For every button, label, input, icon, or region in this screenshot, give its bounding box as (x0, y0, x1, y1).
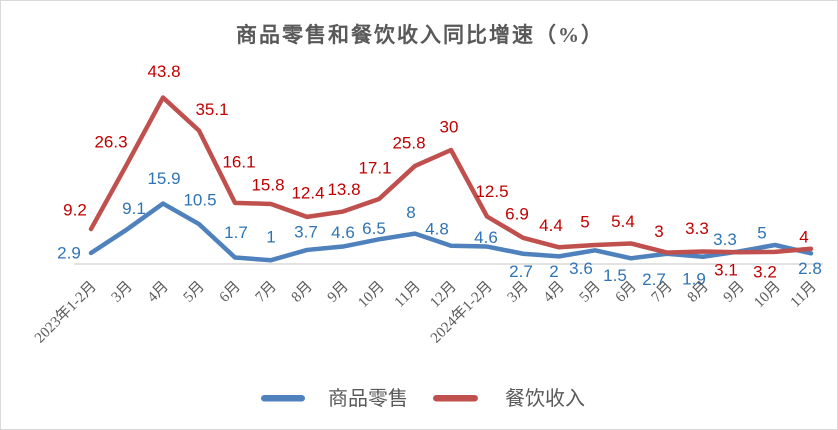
catering-data-label: 4 (799, 227, 808, 246)
catering-data-label: 13.8 (327, 180, 360, 199)
retail-data-label: 3.3 (713, 230, 737, 249)
catering-data-label: 3 (654, 222, 663, 241)
catering-data-label: 26.3 (94, 133, 127, 152)
x-axis-label: 2023年1-2月 (31, 278, 100, 347)
retail-data-label: 9.1 (122, 199, 146, 218)
x-axis-labels-layer: 2023年1-2月 3月 4月 5月 6月 7月 8月 9月 10月 11月 12月2024年1-2… (31, 278, 820, 347)
retail-data-label: 1 (266, 228, 275, 247)
catering-data-label: 5.4 (611, 212, 635, 231)
x-axis-label: 8月 (289, 279, 316, 306)
legend-label-retail: 商品零售 (328, 387, 408, 410)
retail-data-label: 3.6 (569, 259, 593, 278)
chart-title: 商品零售和餐饮收入同比增速（%） (236, 23, 604, 47)
catering-data-label: 9.2 (63, 201, 87, 220)
x-axis-label: 3月 (505, 279, 532, 306)
catering-data-label: 17.1 (358, 159, 391, 178)
catering-data-label: 25.8 (392, 133, 425, 152)
x-axis-label: 9月 (721, 279, 748, 306)
retail-data-label: 2.8 (798, 259, 822, 278)
retail-data-label: 2 (549, 262, 558, 281)
x-axis-label: 2024年1-2月 (427, 278, 496, 347)
legend-swatch-retail (261, 395, 305, 402)
retail-data-label: 1.9 (682, 269, 706, 288)
catering-data-label: 43.8 (147, 62, 180, 81)
legend-label-catering: 餐饮收入 (505, 387, 585, 410)
retail-data-label: 1.7 (224, 223, 248, 242)
catering-data-label: 3.2 (753, 262, 777, 281)
retail-data-label: 2.7 (642, 270, 666, 289)
x-axis-label: 4月 (145, 279, 172, 306)
retail-data-label: 4.6 (474, 228, 498, 247)
x-axis-label: 7月 (253, 279, 280, 306)
catering-data-label: 5 (580, 213, 589, 232)
retail-data-label: 6.5 (362, 219, 386, 238)
retail-data-label: 10.5 (183, 191, 216, 210)
catering-line (88, 95, 814, 255)
catering-data-label: 6.9 (505, 204, 529, 223)
retail-data-label: 1.5 (603, 266, 627, 285)
retail-data-label: 8 (406, 203, 415, 222)
series-layer (88, 95, 814, 263)
catering-data-label: 15.8 (251, 175, 284, 194)
legend: 商品零售 餐饮收入 (261, 387, 585, 410)
x-axis-label: 11月 (392, 279, 424, 311)
retail-data-label: 5 (757, 224, 766, 243)
x-axis-label: 10月 (751, 279, 784, 312)
x-axis-label: 9月 (325, 279, 352, 306)
catering-data-label: 4.4 (539, 216, 563, 235)
catering-data-label: 3.1 (714, 261, 738, 280)
retail-line (88, 201, 814, 263)
x-axis-label: 3月 (109, 279, 136, 306)
catering-data-label: 16.1 (222, 152, 255, 171)
catering-data-label: 12.5 (475, 182, 508, 201)
catering-data-label: 12.4 (291, 183, 324, 202)
retail-data-label: 4.8 (425, 219, 449, 238)
legend-swatch-catering (433, 395, 478, 402)
x-axis-label: 12月 (427, 279, 460, 312)
retail-data-label: 4.6 (331, 223, 355, 242)
x-axis-label: 11月 (788, 279, 820, 311)
retail-data-label: 2.7 (509, 262, 533, 281)
x-axis-label: 6月 (217, 279, 244, 306)
retail-data-label: 3.7 (294, 222, 318, 241)
x-axis-label: 4月 (541, 279, 568, 306)
retail-data-label: 15.9 (147, 169, 180, 188)
catering-data-label: 3.3 (685, 219, 709, 238)
x-axis-label: 5月 (577, 279, 604, 306)
retail-data-label: 2.9 (57, 243, 81, 262)
catering-data-label: 35.1 (195, 100, 228, 119)
catering-data-label: 30 (440, 118, 459, 137)
x-axis-label: 10月 (355, 279, 388, 312)
x-axis-label: 5月 (181, 279, 208, 306)
data-labels-layer: 2.9 9.115.910.5 1.7 1 3.7 4.6 6.5 8 4.8 4.6 2.7 2 3.… (57, 62, 822, 289)
